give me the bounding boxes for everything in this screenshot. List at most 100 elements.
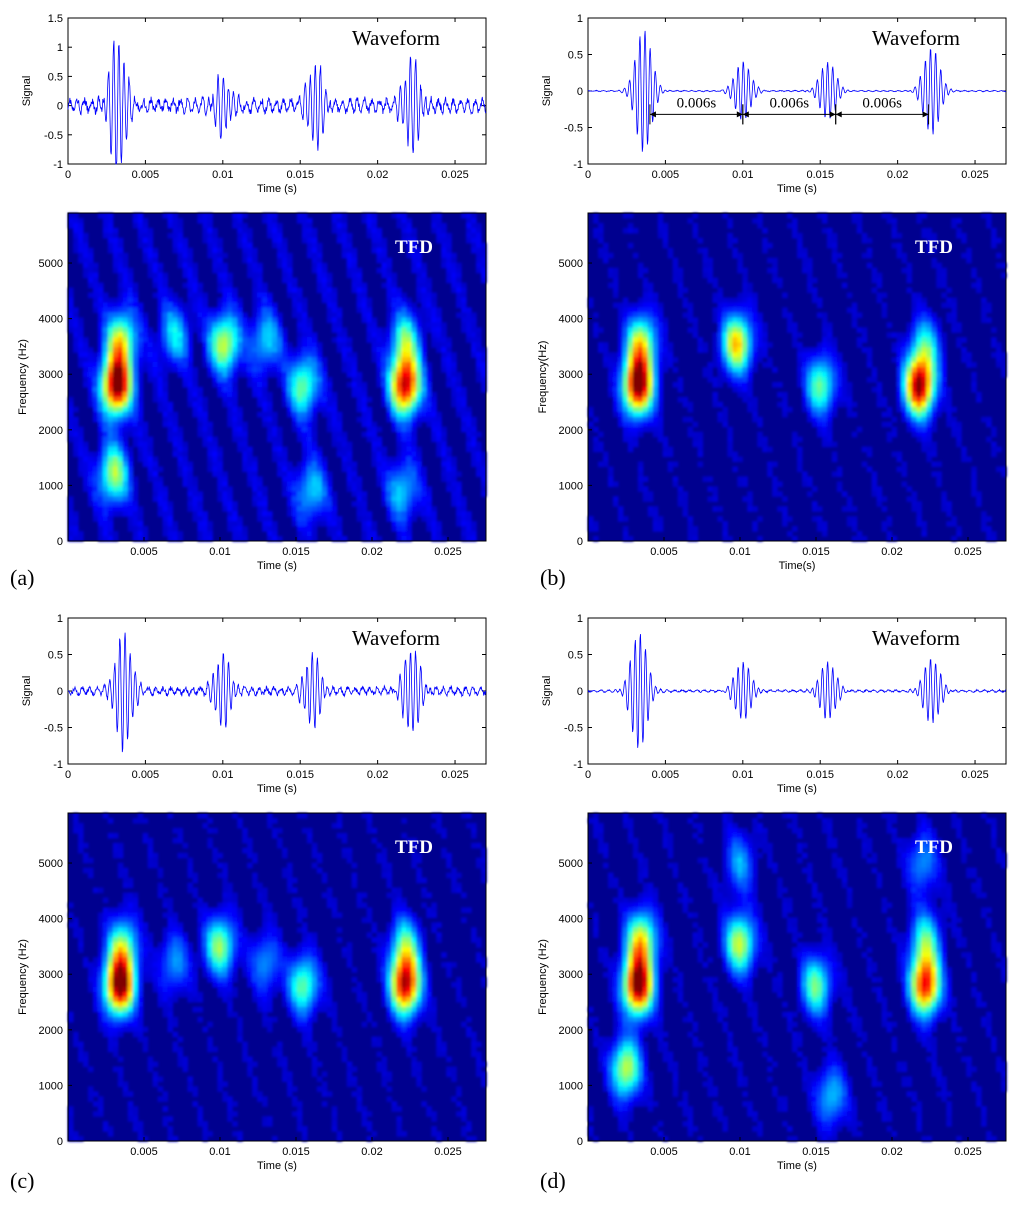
heatmap-cell bbox=[92, 352, 99, 358]
heatmap-cell bbox=[931, 471, 937, 477]
heatmap-cell bbox=[282, 347, 288, 353]
heatmap-cell bbox=[366, 297, 373, 304]
heatmap-cell bbox=[351, 461, 358, 468]
heatmap-cell bbox=[921, 416, 927, 423]
heatmap-cell bbox=[622, 322, 629, 328]
heatmap-cell bbox=[401, 352, 407, 358]
heatmap-cell bbox=[237, 531, 243, 537]
heatmap-cell bbox=[617, 382, 624, 388]
heatmap-cell bbox=[152, 396, 159, 403]
heatmap-cell bbox=[267, 401, 273, 408]
heatmap-cell bbox=[461, 426, 467, 433]
heatmap-cell bbox=[232, 292, 238, 299]
heatmap-cell bbox=[642, 317, 649, 323]
heatmap-cell bbox=[137, 396, 144, 403]
heatmap-cell bbox=[177, 257, 184, 264]
heatmap-cell bbox=[341, 342, 348, 348]
heatmap-cell bbox=[807, 406, 813, 413]
heatmap-cell bbox=[406, 362, 412, 368]
heatmap-cell bbox=[757, 213, 763, 219]
heatmap-cell bbox=[247, 327, 253, 333]
heatmap-cell bbox=[401, 317, 407, 323]
heatmap-cell bbox=[411, 232, 417, 239]
heatmap-cell bbox=[807, 491, 813, 497]
heatmap-cell bbox=[931, 257, 937, 264]
heatmap-cell bbox=[187, 302, 193, 309]
heatmap-cell bbox=[197, 292, 203, 299]
heatmap-cell bbox=[237, 342, 243, 348]
heatmap-cell bbox=[152, 272, 159, 279]
heatmap-cell bbox=[421, 272, 427, 279]
heatmap-cell bbox=[242, 227, 248, 234]
heatmap-cell bbox=[282, 466, 288, 473]
heatmap-cell bbox=[386, 352, 393, 358]
heatmap-cell bbox=[471, 337, 477, 343]
heatmap-cell bbox=[652, 416, 659, 423]
heatmap-cell bbox=[821, 372, 828, 378]
heatmap-cell bbox=[941, 342, 947, 348]
heatmap-cell bbox=[682, 501, 689, 507]
heatmap-cell bbox=[172, 426, 179, 433]
heatmap-cell bbox=[132, 292, 139, 299]
heatmap-cell bbox=[366, 327, 373, 333]
heatmap-cell bbox=[886, 516, 893, 522]
heatmap-cell bbox=[451, 486, 457, 492]
heatmap-cell bbox=[356, 386, 363, 393]
heatmap-cell bbox=[282, 362, 288, 368]
heatmap-cell bbox=[727, 307, 733, 313]
waveform-title: Waveform bbox=[872, 26, 960, 50]
heatmap-cell bbox=[326, 531, 333, 537]
heatmap-cell bbox=[247, 317, 253, 323]
x-tick-label: 0.015 bbox=[286, 169, 314, 181]
heatmap-cell bbox=[826, 372, 833, 378]
heatmap-cell bbox=[598, 461, 604, 468]
heatmap-cell bbox=[356, 282, 363, 289]
heatmap-cell bbox=[411, 252, 417, 259]
heatmap-cell bbox=[831, 377, 838, 383]
heatmap-cell bbox=[652, 401, 659, 408]
heatmap-cell bbox=[122, 466, 129, 473]
heatmap-cell bbox=[876, 401, 883, 408]
heatmap-cell bbox=[137, 506, 144, 512]
heatmap-cell bbox=[371, 317, 378, 323]
heatmap-cell bbox=[212, 267, 218, 274]
heatmap-cell bbox=[431, 406, 437, 413]
heatmap-cell bbox=[97, 367, 104, 373]
heatmap-cell bbox=[732, 317, 738, 323]
heatmap-cell bbox=[356, 292, 363, 299]
heatmap-cell bbox=[821, 396, 828, 403]
heatmap-cell bbox=[951, 312, 957, 318]
heatmap-cell bbox=[916, 317, 922, 323]
heatmap-cell bbox=[257, 367, 263, 373]
heatmap-cell bbox=[396, 501, 402, 507]
heatmap-cell bbox=[222, 307, 228, 313]
heatmap-cell bbox=[431, 436, 437, 443]
heatmap-cell bbox=[356, 416, 363, 423]
heatmap-cell bbox=[262, 317, 268, 323]
heatmap-cell bbox=[127, 357, 134, 363]
heatmap-cell bbox=[192, 267, 198, 274]
heatmap-cell bbox=[637, 367, 644, 373]
heatmap-cell bbox=[127, 491, 134, 497]
heatmap-cell bbox=[242, 526, 248, 532]
heatmap-cell bbox=[262, 332, 268, 338]
heatmap-cell bbox=[202, 511, 208, 517]
heatmap-cell bbox=[366, 227, 373, 234]
heatmap-cell bbox=[102, 431, 109, 438]
heatmap-cell bbox=[192, 312, 198, 318]
heatmap-cell bbox=[986, 218, 992, 224]
heatmap-cell bbox=[287, 501, 293, 507]
heatmap-cell bbox=[381, 471, 388, 477]
heatmap-cell bbox=[227, 377, 233, 383]
heatmap-cell bbox=[68, 496, 74, 502]
heatmap-cell bbox=[172, 357, 179, 363]
heatmap-cell bbox=[252, 287, 258, 294]
heatmap-cell bbox=[966, 352, 972, 358]
heatmap-cell bbox=[807, 347, 813, 353]
heatmap-cell bbox=[747, 396, 753, 403]
heatmap-cell bbox=[376, 451, 383, 458]
heatmap-cell bbox=[471, 332, 477, 338]
heatmap-cell bbox=[622, 536, 629, 542]
heatmap-cell bbox=[936, 357, 942, 363]
heatmap-cell bbox=[321, 277, 328, 284]
